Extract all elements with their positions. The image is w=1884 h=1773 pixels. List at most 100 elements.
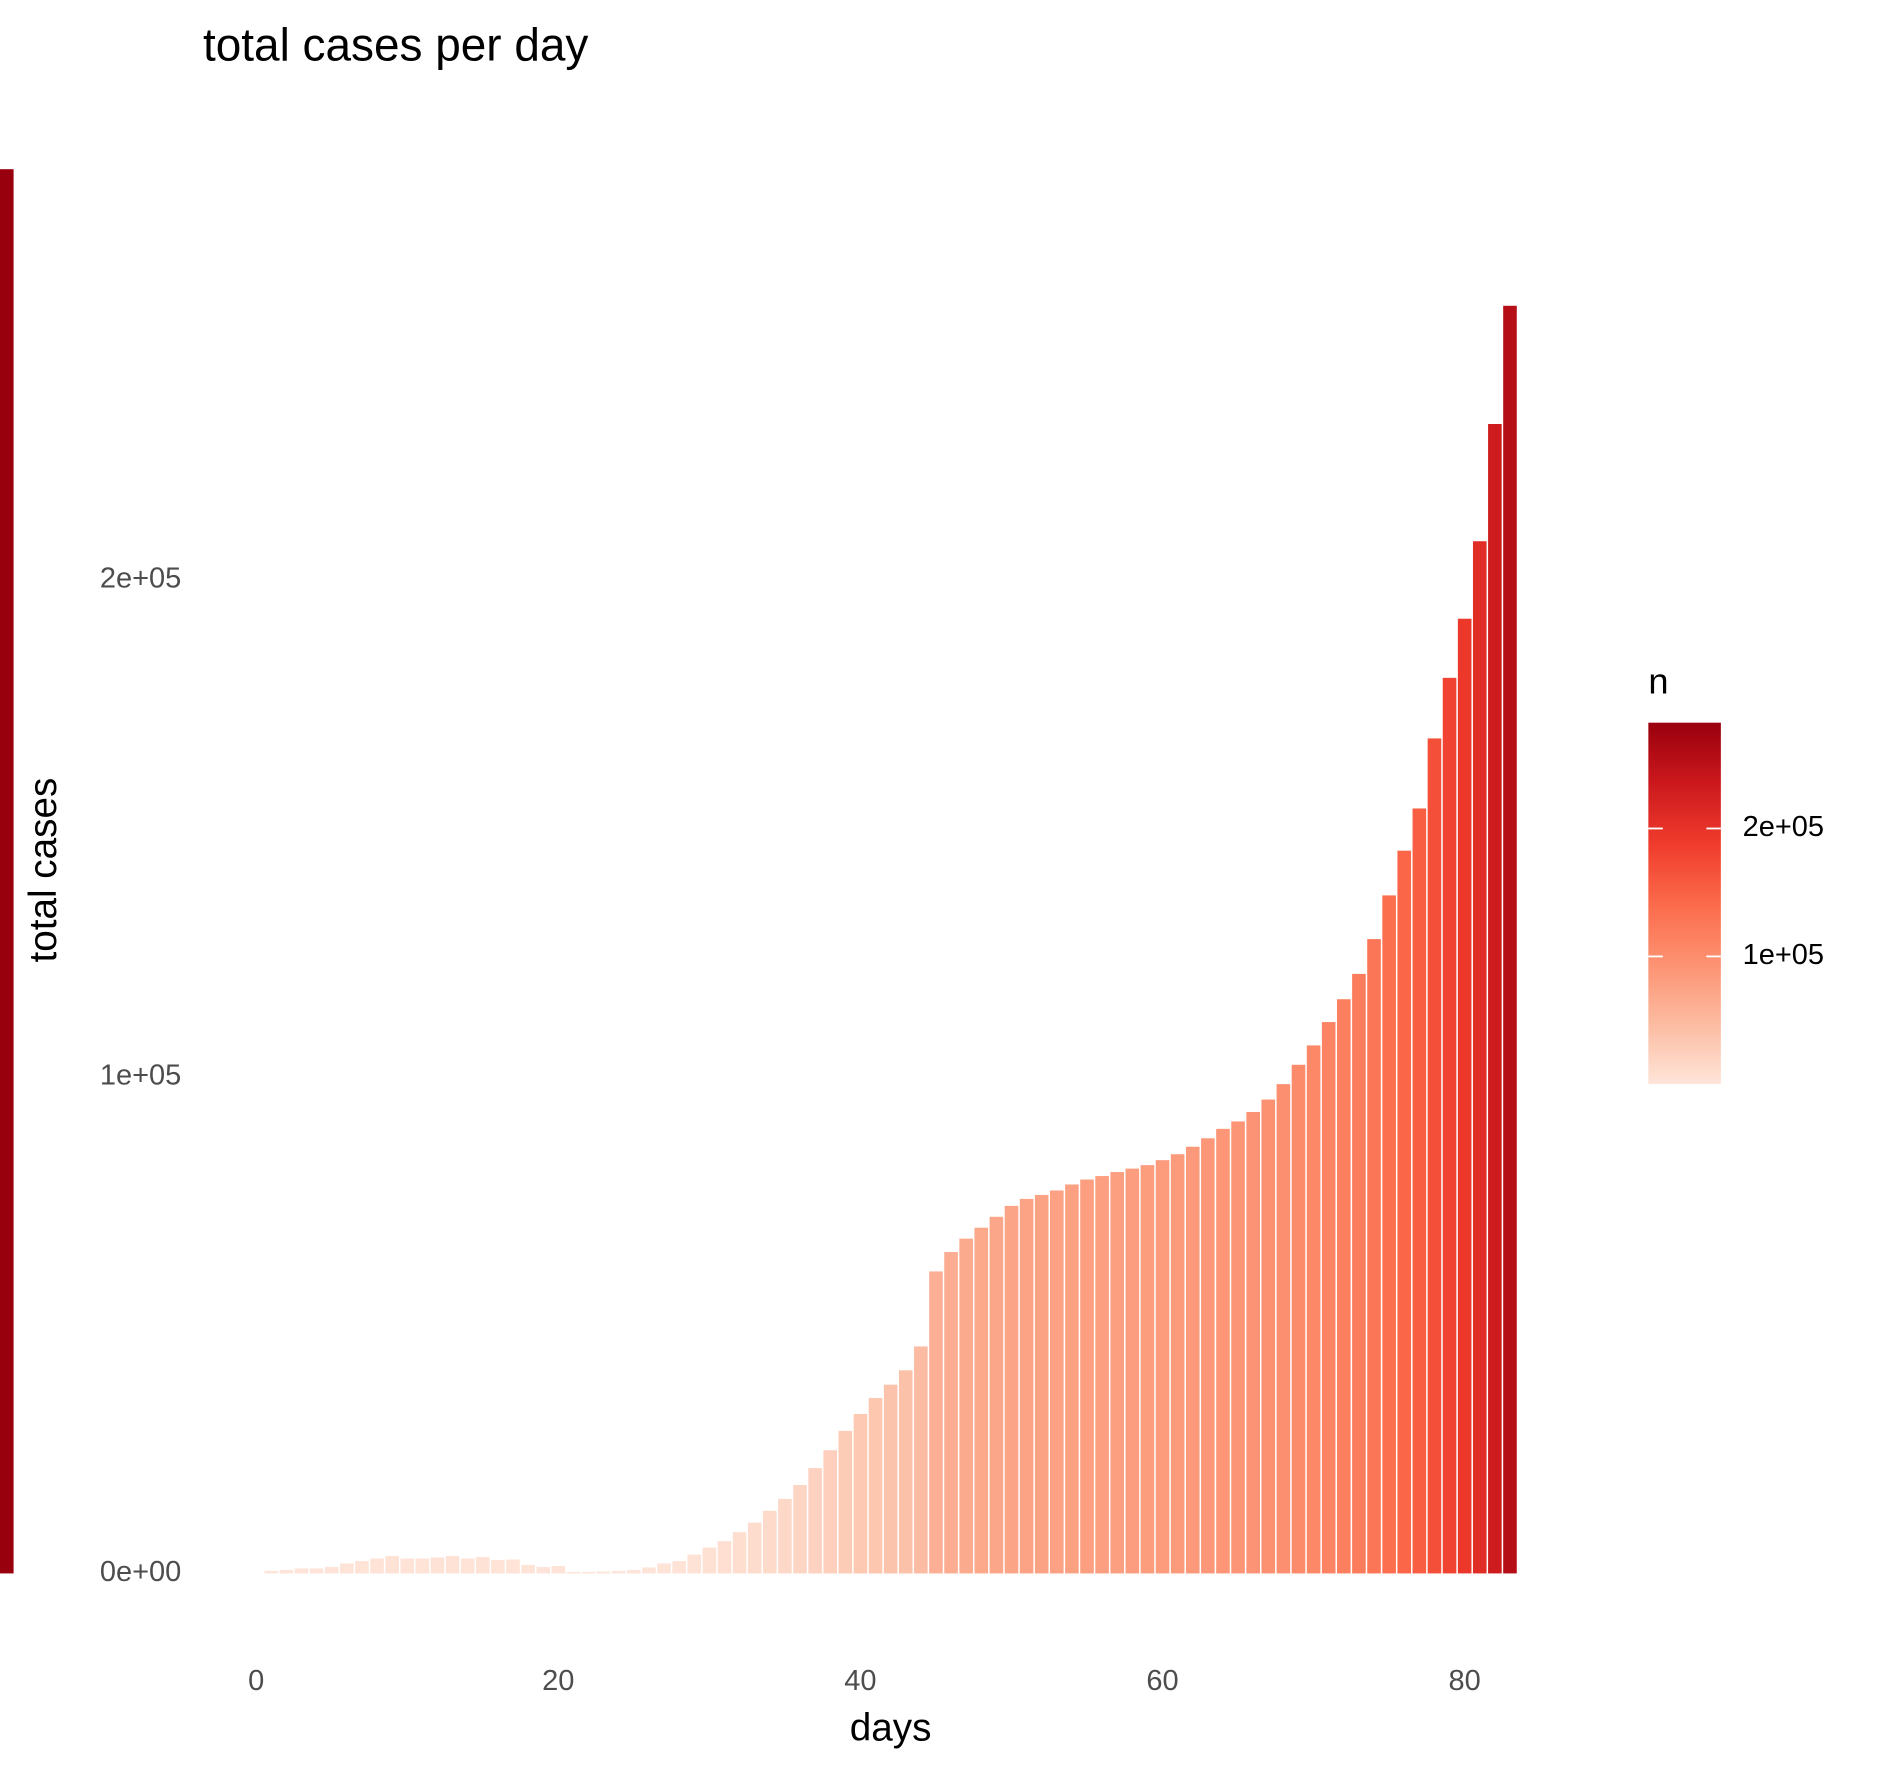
- bar: [1442, 677, 1457, 1574]
- bar: [596, 1571, 611, 1574]
- bar: [294, 1568, 309, 1574]
- x-tick-label: 0: [248, 1665, 264, 1697]
- bar: [687, 1554, 702, 1574]
- bar: [1231, 1121, 1245, 1574]
- bar: [1019, 1198, 1034, 1574]
- x-tick-label: 60: [1146, 1665, 1178, 1697]
- bar: [914, 1346, 928, 1574]
- x-tick-label: 20: [542, 1665, 574, 1697]
- bar: [627, 1569, 641, 1574]
- bar: [1125, 1168, 1140, 1574]
- bar: [1201, 1138, 1215, 1574]
- bar: [1110, 1172, 1125, 1574]
- bar: [1004, 1205, 1019, 1574]
- bar: [0, 169, 14, 1574]
- bar: [778, 1498, 792, 1574]
- bar: [838, 1430, 853, 1574]
- bar: [475, 1557, 490, 1574]
- bar: [566, 1571, 581, 1574]
- bar: [853, 1413, 868, 1574]
- y-tick-label: 2e+05: [100, 563, 181, 595]
- bar: [1472, 541, 1487, 1574]
- bar: [264, 1570, 279, 1574]
- bar: [762, 1510, 777, 1574]
- bar: [974, 1227, 989, 1574]
- bar: [1276, 1084, 1291, 1574]
- bar: [1140, 1165, 1155, 1574]
- bar: [1457, 618, 1472, 1574]
- bar: [430, 1557, 445, 1574]
- bar: [1412, 808, 1427, 1574]
- bar: [491, 1560, 505, 1574]
- bar: [1261, 1099, 1276, 1574]
- bar: [309, 1568, 324, 1574]
- bar: [1352, 973, 1366, 1574]
- bar: [1382, 895, 1396, 1574]
- bar: [506, 1559, 520, 1574]
- bar: [717, 1541, 732, 1574]
- legend-tick-label: 2e+05: [1743, 811, 1824, 843]
- bar: [1170, 1154, 1185, 1574]
- bar: [1185, 1146, 1200, 1574]
- bar: [672, 1561, 686, 1574]
- bar: [611, 1570, 626, 1574]
- bar: [989, 1216, 1004, 1574]
- bar: [1397, 850, 1412, 1574]
- bar: [1065, 1184, 1079, 1574]
- bar: [1034, 1194, 1049, 1574]
- bar: [1050, 1190, 1064, 1574]
- bar: [1095, 1176, 1109, 1574]
- bar: [702, 1547, 717, 1574]
- bar: [445, 1556, 460, 1574]
- bar: [1427, 738, 1442, 1574]
- bar: [747, 1522, 762, 1574]
- bar: [1367, 939, 1381, 1574]
- bar: [883, 1384, 898, 1574]
- bar: [732, 1532, 747, 1574]
- bar: [1246, 1111, 1260, 1574]
- chart-title: total cases per day: [203, 18, 588, 70]
- bar: [1291, 1064, 1306, 1574]
- bar: [793, 1485, 807, 1574]
- y-tick-label: 0e+00: [100, 1556, 181, 1588]
- bar: [551, 1565, 566, 1574]
- bar: [521, 1564, 535, 1574]
- bar: [370, 1558, 384, 1574]
- bar: [1155, 1160, 1170, 1574]
- bar: [868, 1398, 883, 1574]
- bar: [279, 1569, 294, 1574]
- colorbar: [1648, 722, 1721, 1085]
- x-axis-label: days: [850, 1707, 932, 1750]
- bar: [536, 1566, 551, 1574]
- bar: [898, 1370, 913, 1574]
- bar: [823, 1450, 838, 1574]
- y-axis-label: total cases: [22, 778, 65, 963]
- bar: [944, 1252, 958, 1574]
- bar: [1488, 424, 1502, 1574]
- bar: [340, 1563, 354, 1574]
- legend-tick-label: 1e+05: [1743, 939, 1824, 971]
- bar: [1216, 1128, 1230, 1574]
- bar: [460, 1558, 475, 1574]
- bar: [385, 1556, 399, 1574]
- y-tick-label: 1e+05: [100, 1059, 181, 1091]
- legend-title: n: [1648, 661, 1668, 702]
- bar: [355, 1561, 369, 1574]
- bar: [400, 1558, 415, 1574]
- bar: [1306, 1045, 1321, 1574]
- bar: [1337, 999, 1351, 1574]
- bar: [657, 1563, 671, 1574]
- bar: [581, 1571, 596, 1574]
- bar: [415, 1558, 430, 1574]
- bar: [929, 1271, 943, 1574]
- bar: [1321, 1022, 1336, 1574]
- bar: [808, 1468, 822, 1574]
- x-tick-label: 80: [1449, 1665, 1481, 1697]
- bar: [1080, 1179, 1094, 1574]
- bar: [324, 1566, 339, 1574]
- bar: [959, 1238, 973, 1574]
- x-tick-label: 40: [844, 1665, 876, 1697]
- bar: [1503, 305, 1517, 1574]
- bar: [642, 1567, 656, 1574]
